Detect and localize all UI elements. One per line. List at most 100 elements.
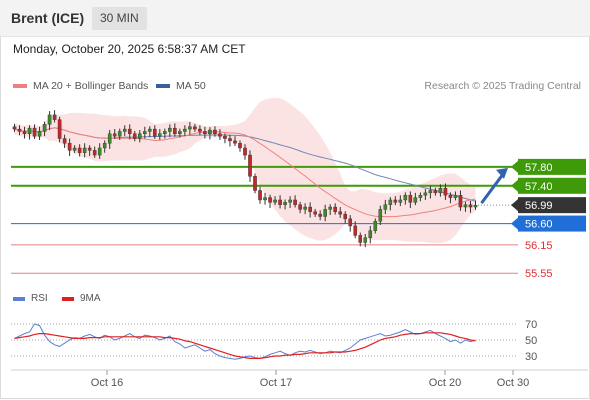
- instrument-title: Brent (ICE): [11, 10, 85, 26]
- candle-body: [413, 197, 418, 203]
- candle-body: [163, 131, 167, 134]
- level-label-box-56-99: [518, 197, 586, 214]
- candle-body: [12, 126, 17, 130]
- candle-body: [408, 195, 413, 203]
- candle-body: [463, 204, 468, 208]
- candle-body: [183, 128, 187, 132]
- candle-body: [87, 147, 92, 151]
- candle-body: [363, 237, 368, 243]
- level-pointer-56-60: [511, 217, 518, 230]
- rsi-ma9-line: [14, 332, 476, 359]
- candle-body: [388, 199, 393, 205]
- ma50-swatch: [156, 84, 170, 88]
- candle-body: [303, 206, 307, 210]
- candle-body: [153, 128, 157, 137]
- candle-body: [82, 147, 87, 153]
- candle-body: [378, 209, 383, 222]
- candle-body: [448, 195, 453, 198]
- candle-body: [433, 190, 438, 194]
- level-pointer-57-80: [511, 160, 518, 173]
- candle-body: [348, 218, 353, 227]
- candle-body: [283, 202, 287, 205]
- candle-body: [173, 127, 177, 135]
- candle-body: [77, 147, 82, 153]
- level-label-56-60: 56.60: [525, 219, 553, 231]
- candle-body: [102, 143, 107, 149]
- legend-label-rsi: RSI: [31, 293, 48, 304]
- candle-body: [253, 176, 257, 191]
- candle-body: [72, 147, 77, 151]
- candle-body: [42, 124, 47, 132]
- candle-body: [233, 140, 237, 144]
- candles-group: [12, 110, 478, 248]
- level-label-box-56-60: [518, 215, 586, 232]
- candle-body: [188, 126, 192, 130]
- legend-label-ma50: MA 50: [176, 80, 206, 92]
- level-label-55-55: 55.55: [525, 268, 553, 280]
- candle-body: [343, 213, 348, 220]
- candle-body: [132, 133, 137, 139]
- candle-body: [338, 211, 343, 215]
- candle-body: [137, 133, 142, 139]
- candle-body: [423, 192, 428, 196]
- candle-body: [198, 128, 202, 132]
- candle-body: [117, 131, 122, 137]
- candle-body: [107, 133, 112, 144]
- candle-body: [293, 199, 297, 205]
- level-label-56-99: 56.99: [525, 200, 553, 212]
- candle-body: [428, 190, 433, 194]
- candle-body: [438, 187, 443, 194]
- x-tick-label-oct-16: Oct 16: [91, 377, 123, 389]
- candle-body: [213, 129, 217, 135]
- candle-body: [368, 230, 373, 238]
- candle-body: [398, 199, 403, 203]
- candle-body: [263, 197, 267, 201]
- candle-body: [473, 204, 478, 208]
- candle-body: [383, 204, 388, 210]
- legend-item-9ma: 9MA: [62, 293, 101, 304]
- candle-body: [17, 128, 22, 132]
- candle-body: [158, 133, 162, 137]
- candle-body: [393, 199, 398, 203]
- x-tick-label-oct-20: Oct 20: [429, 377, 461, 389]
- rsi-swatch: [13, 296, 25, 301]
- candle-body: [323, 209, 327, 217]
- level-pointer-57-40: [511, 179, 518, 192]
- timeframe-button[interactable]: 30 MIN: [92, 7, 147, 30]
- candle-body: [142, 131, 147, 134]
- forecast-arrow-head: [496, 167, 508, 179]
- candle-body: [243, 147, 247, 156]
- candle-body: [468, 204, 473, 208]
- candle-body: [112, 133, 117, 137]
- candle-body: [318, 213, 322, 217]
- ma20-line: [14, 127, 476, 218]
- candle-body: [373, 221, 378, 231]
- candle-body: [313, 211, 317, 215]
- candle-body: [353, 225, 358, 236]
- candle-body: [168, 127, 172, 132]
- candle-body: [358, 235, 363, 243]
- candle-body: [37, 131, 42, 137]
- candle-body: [193, 126, 197, 130]
- copyright-text: Research © 2025 Trading Central: [424, 80, 581, 92]
- legend-label-9ma: 9MA: [80, 293, 101, 304]
- level-pointer-56-99: [511, 199, 518, 212]
- candle-body: [32, 127, 37, 137]
- x-tick-label-oct-30: Oct 30: [497, 377, 529, 389]
- ma20-swatch: [13, 84, 27, 88]
- candle-body: [223, 135, 227, 139]
- candle-body: [298, 204, 302, 210]
- candle-body: [418, 195, 423, 198]
- candle-body: [458, 195, 463, 208]
- forecast-arrow-line: [480, 171, 506, 205]
- candle-body: [178, 131, 182, 134]
- x-tick-label-oct-17: Oct 17: [260, 377, 292, 389]
- candle-body: [403, 195, 408, 201]
- rsi-tick-label-30: 30: [525, 351, 537, 363]
- candle-body: [273, 199, 277, 203]
- candle-body: [208, 129, 212, 135]
- level-label-56-15: 56.15: [525, 240, 553, 252]
- legend-item-rsi: RSI: [13, 293, 48, 304]
- candle-body: [147, 128, 152, 132]
